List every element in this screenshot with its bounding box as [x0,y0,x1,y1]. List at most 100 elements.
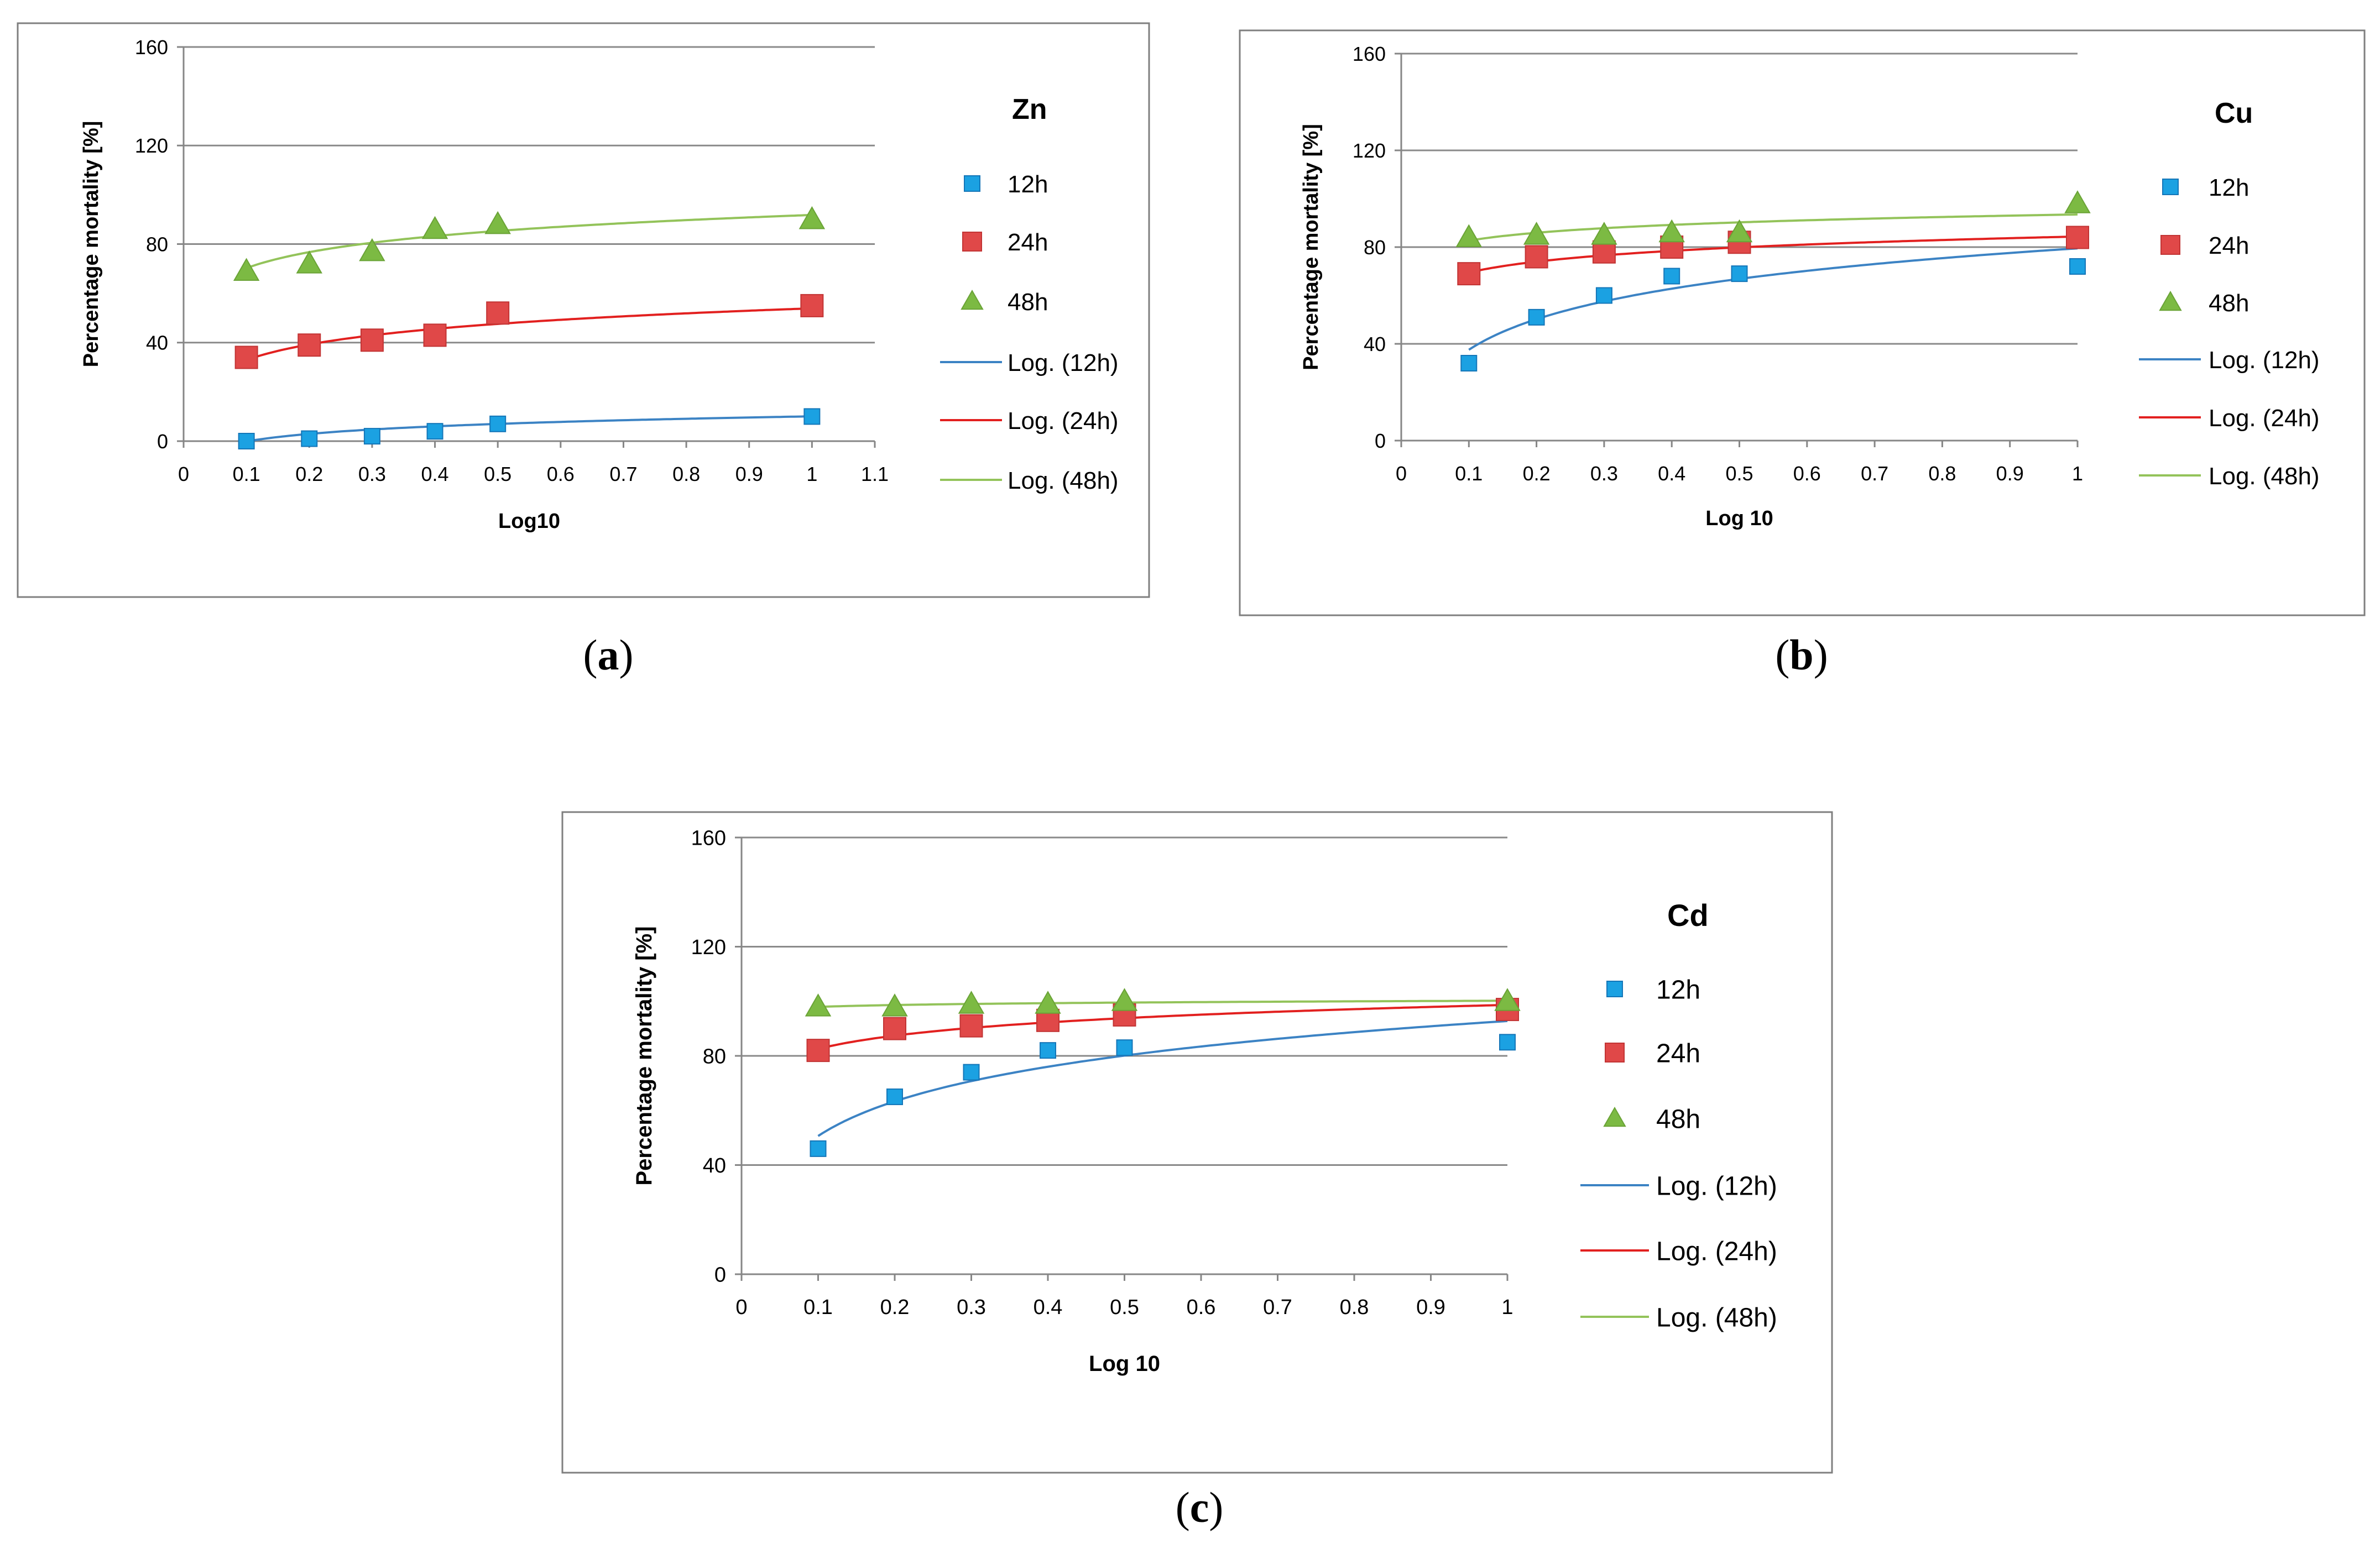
marker-a-48h-4 [484,211,511,234]
x-tick-label: 0.2 [1523,462,1551,485]
legend-marker-12h [1606,981,1623,997]
legend-b: 12h 24h 48h Log. (12h) Log. (24h) Log. (48h) [2139,174,2320,490]
caption-a-letter: a [597,631,619,679]
x-tick-label: 0.4 [1658,462,1685,485]
legend-label: 48h [1008,289,1048,316]
y-tick-label: 0 [1375,430,1386,452]
marker-b-24h-0 [1457,262,1481,286]
x-tick-label: 0.9 [1996,462,2024,485]
legend-c: 12h 24h 48h Log. (12h) Log. (24h) Log. (48h) [1580,975,1777,1332]
y-tick-label: 160 [135,36,168,59]
marker-a-24h-5 [800,294,824,317]
x-tick-label: 1 [2072,462,2083,485]
y-tick-label: 80 [146,233,168,255]
legend-label: Log. (12h) [1656,1171,1777,1201]
marker-a-48h-3 [421,216,448,239]
legend-label: Log. (24h) [2209,405,2320,432]
y-axis-label: Percentage mortality [%] [632,926,656,1185]
legend-marker-24h [1605,1043,1625,1063]
x-tick-label: 0.7 [609,463,637,485]
marker-a-12h-5 [803,408,821,425]
marker-a-24h-0 [234,346,258,369]
marker-b-48h-1 [1523,222,1550,245]
x-axis-label: Log 10 [1089,1352,1160,1376]
x-tick-label: 0.2 [880,1296,910,1319]
legend-label: 24h [1008,229,1048,256]
legend-label: 12h [1656,975,1700,1004]
marker-a-24h-4 [486,301,510,325]
trendline-c-2 [818,999,1507,1008]
marker-b-48h-5 [2064,190,2091,213]
x-tick-label: 0 [1396,462,1407,485]
y-tick-label: 80 [1364,236,1386,259]
marker-a-48h-5 [798,206,826,229]
marker-c-24h-1 [883,1017,906,1040]
x-tick-label: 0.8 [672,463,700,485]
x-tick-label: 0.5 [1110,1296,1139,1319]
caption-b: (b) [1775,631,1828,679]
x-tick-label: 0.6 [1793,462,1821,485]
marker-c-48h-4 [1111,988,1138,1011]
x-tick-label: 0.8 [1340,1296,1369,1319]
legend-marker-48h [1603,1106,1626,1127]
legend-marker-12h [2162,179,2179,195]
legend-marker-48h [961,289,984,310]
x-tick-label: 0.9 [735,463,763,485]
chart-title: Zn [1012,93,1047,125]
marker-c-12h-5 [1499,1034,1516,1051]
marker-b-48h-3 [1658,219,1685,243]
x-tick-label: 0.5 [484,463,512,485]
marker-c-12h-3 [1040,1042,1056,1059]
marker-c-48h-3 [1035,991,1061,1014]
marker-a-48h-2 [359,238,385,261]
marker-b-12h-1 [1528,308,1545,326]
legend-label: 12h [2209,174,2249,201]
trendline-b-2 [1468,213,2078,242]
marker-b-24h-1 [1525,245,1548,269]
legend-label: 24h [2209,232,2249,259]
y-tick-label: 80 [703,1045,726,1069]
marker-c-12h-2 [963,1064,980,1081]
x-tick-label: 0.7 [1263,1296,1292,1319]
trendline-a-0 [246,415,812,443]
marker-c-12h-4 [1116,1039,1133,1056]
marker-c-48h-1 [881,993,908,1017]
legend-label: Log. (48h) [1008,467,1119,494]
marker-c-48h-5 [1494,988,1521,1011]
marker-b-48h-0 [1455,224,1483,247]
y-tick-label: 120 [135,134,168,157]
x-tick-label: 0.9 [1416,1296,1445,1319]
x-tick-label: 0.3 [1590,462,1618,485]
x-tick-label: 0.4 [421,463,449,485]
x-tick-label: 1.1 [861,463,889,485]
caption-c: (c) [1175,1483,1224,1531]
chart-title: Cu [2215,97,2253,129]
y-tick-label: 160 [691,827,726,850]
x-tick-label: 0.8 [1928,462,1956,485]
y-tick-label: 0 [714,1264,726,1287]
marker-a-24h-3 [423,323,447,347]
legend-label: Log. (12h) [2209,347,2320,374]
y-tick-label: 120 [1353,139,1386,162]
x-tick-label: 0.1 [233,463,260,485]
chart-frame-b [1239,29,2366,616]
x-tick-label: 0 [178,463,189,485]
trendline-b-1 [1468,235,2078,274]
legend-a: 12h 24h 48h Log. (12h) Log. (24h) Log. (48h) [940,171,1119,494]
legend-label: 48h [2209,290,2249,317]
x-tick-label: 0.1 [803,1296,833,1319]
marker-a-12h-4 [489,415,507,432]
legend-label: 24h [1656,1039,1700,1068]
legend-marker-48h [2159,290,2182,311]
x-axis-label: Log10 [498,510,560,533]
x-tick-label: 0.6 [1187,1296,1216,1319]
chart-b: 0 40 80 120 160 0 0.1 0.2 0.3 0.4 0.5 0.6 0.7 0.8 0.9 1… [1239,29,2366,616]
trendline-c-0 [817,1019,1508,1137]
y-tick-label: 160 [1353,43,1386,65]
legend-label: Log. (48h) [1656,1303,1777,1332]
marker-a-12h-3 [426,423,443,440]
marker-a-48h-0 [233,258,260,281]
y-tick-label: 40 [1364,333,1386,355]
trendline-a-1 [246,307,812,362]
marker-a-24h-1 [298,333,321,357]
